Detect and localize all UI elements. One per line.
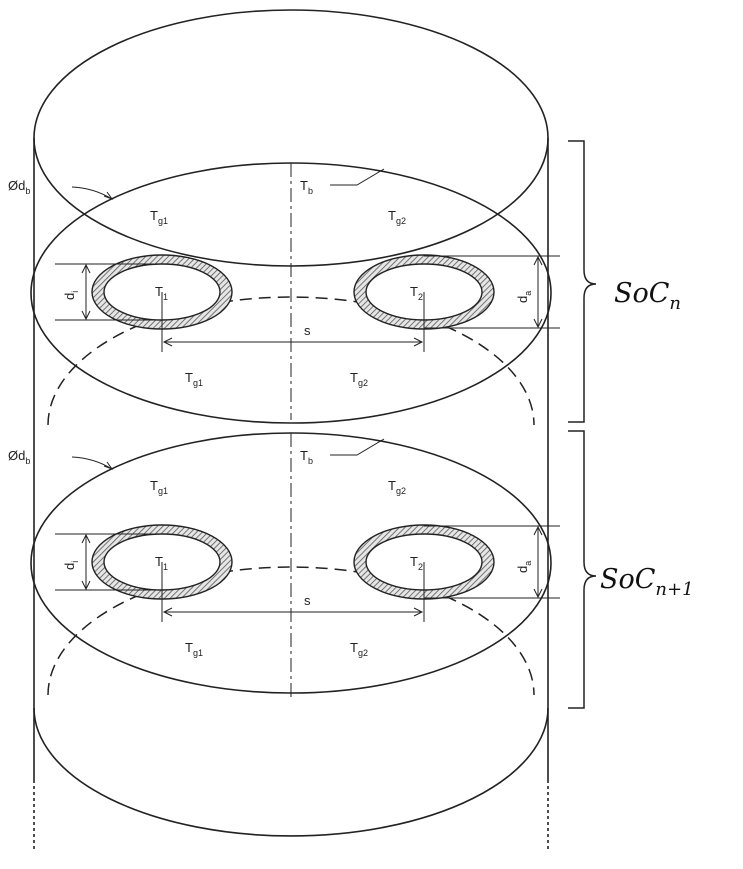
leader-db (71, 456, 113, 470)
label-tg1-top: Tg1 (150, 478, 168, 496)
leader-db (71, 186, 113, 200)
label-t2: T2 (410, 284, 423, 302)
label-t2: T2 (410, 554, 423, 572)
label-tg1-top: Tg1 (150, 208, 168, 226)
label-di: di (62, 291, 80, 300)
leader-tb (330, 438, 385, 456)
label-tg1-bottom: Tg1 (185, 640, 203, 658)
leader-db-arrow (103, 461, 114, 471)
inner-dashed-arc (47, 566, 535, 696)
label-t1: T1 (155, 554, 168, 572)
leader-tb (330, 168, 385, 186)
brace-soc-n-plus-1 (568, 430, 597, 709)
dimension-di (55, 533, 162, 591)
label-s: s (304, 323, 311, 338)
label-tb: Tb (300, 448, 313, 466)
label-tg1-bottom: Tg1 (185, 370, 203, 388)
label-soc-n: SoCn (614, 278, 681, 314)
section-soc-n-plus-1: Ødb Tb Tg1 Tg2 di da T1 T2 s Tg1 Tg2 SoC… (8, 430, 694, 709)
label-tg2-top: Tg2 (388, 478, 406, 496)
dimension-da (424, 525, 560, 599)
cylinder-bottom-arc (33, 707, 549, 837)
inner-dashed-arc (47, 296, 535, 426)
label-tb: Tb (300, 178, 313, 196)
label-da: da (515, 291, 533, 303)
label-t1: T1 (155, 284, 168, 302)
dimension-s (161, 562, 425, 622)
cylinder-outline (33, 9, 549, 850)
dimension-di (55, 263, 162, 321)
section-soc-n: Ødb Tb Tg1 Tg2 di da T1 T2 s Tg1 Tg2 SoC… (8, 140, 681, 426)
label-soc-n-plus-1: SoCn+1 (600, 564, 694, 600)
cylinder-top-cap (33, 9, 549, 267)
label-s: s (304, 593, 311, 608)
brace-soc-n (568, 140, 597, 423)
leader-db-arrow (103, 191, 114, 201)
label-tg2-bottom: Tg2 (350, 370, 368, 388)
dimension-s (161, 292, 425, 352)
dimension-da (424, 255, 560, 329)
label-tg2-bottom: Tg2 (350, 640, 368, 658)
label-tg2-top: Tg2 (388, 208, 406, 226)
label-di: di (62, 561, 80, 570)
label-da: da (515, 561, 533, 573)
label-diameter-db: Ødb (8, 448, 30, 466)
label-diameter-db: Ødb (8, 178, 30, 196)
